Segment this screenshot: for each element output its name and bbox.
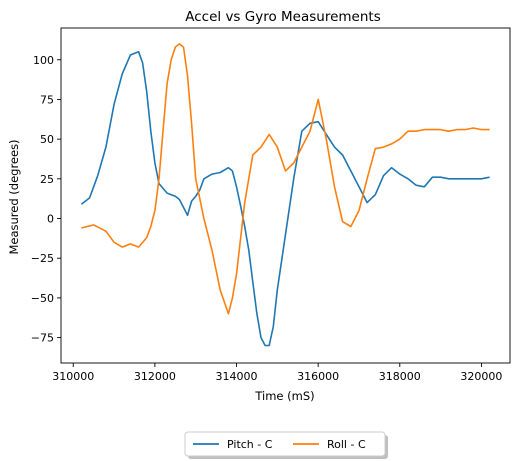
y-tick-label: −50 [31, 292, 54, 305]
y-tick-label: 25 [40, 173, 54, 186]
y-tick-label: −75 [31, 332, 54, 345]
x-tick-label: 314000 [216, 370, 258, 383]
legend-box [184, 431, 386, 457]
y-axis-label: Measured (degrees) [7, 139, 21, 254]
legend-label-1: Roll - C [327, 438, 366, 451]
y-tick-label: 0 [47, 213, 54, 226]
x-tick-label: 318000 [379, 370, 421, 383]
legend: Pitch - C Roll - C [184, 431, 388, 459]
x-tick-label: 320000 [460, 370, 502, 383]
y-axis-ticks: −75 −50 −25 0 25 50 75 100 [31, 54, 61, 345]
x-axis-label: Time (mS) [254, 389, 314, 403]
legend-label-0: Pitch - C [227, 438, 273, 451]
series-line-1 [81, 43, 490, 315]
plot-frame [60, 27, 511, 364]
y-tick-label: −25 [31, 252, 54, 265]
chart-title: Accel vs Gyro Measurements [185, 9, 380, 25]
plot-area [60, 27, 511, 364]
y-tick-label: 100 [33, 54, 54, 67]
x-tick-label: 312000 [134, 370, 176, 383]
x-axis-ticks: 310000 312000 314000 316000 318000 320000 [52, 363, 502, 383]
y-tick-label: 50 [40, 133, 54, 146]
x-tick-label: 310000 [52, 370, 94, 383]
y-tick-label: 75 [40, 93, 54, 106]
x-tick-label: 316000 [297, 370, 339, 383]
series-line-0 [80, 50, 490, 347]
